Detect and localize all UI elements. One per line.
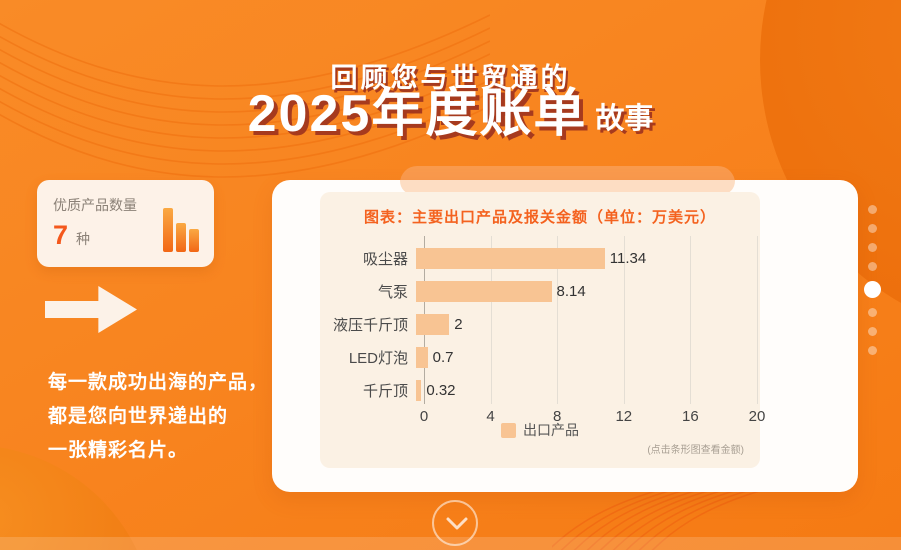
tick-label: 4 — [486, 408, 495, 425]
tagline-line: 每一款成功出海的产品， — [48, 372, 269, 393]
tagline-line: 一张精彩名片。 — [48, 440, 189, 461]
bar-track: 2 — [416, 314, 749, 335]
gridline — [690, 236, 692, 404]
x-axis-ticks: 0 4 8 12 16 20 — [320, 408, 766, 426]
category-label: LED灯泡 — [348, 350, 408, 367]
tick-label: 12 — [615, 408, 633, 425]
chart-row: 千斤顶 0.32 — [320, 374, 760, 407]
stat-value: 7 — [53, 220, 69, 250]
category-label: 吸尘器 — [362, 251, 408, 268]
stat-label: 优质产品数量 — [53, 197, 137, 213]
page-title-main: 2025年度账单 — [247, 85, 588, 143]
pagination-dot[interactable] — [867, 327, 877, 336]
stat-value-row: 7 种 — [53, 220, 90, 251]
pagination-dot[interactable] — [867, 224, 877, 233]
quality-products-stat-card: 优质产品数量 7 种 — [37, 180, 214, 267]
value-label: 8.14 — [556, 283, 586, 300]
chart-row: 液压千斤顶 2 — [320, 308, 760, 341]
gridline — [557, 236, 559, 404]
gridline — [623, 236, 625, 404]
tick-label: 8 — [553, 408, 562, 425]
bar[interactable] — [416, 347, 428, 368]
chart-row: 吸尘器 11.34 — [320, 242, 760, 275]
chart-bars-area: 吸尘器 11.34 气泵 8.14 液压千斤顶 2 LED灯泡 0.7 千斤顶 0.32 — [320, 242, 760, 407]
bar-track: 0.32 — [416, 380, 749, 401]
chart-row: LED灯泡 0.7 — [320, 341, 760, 374]
bar-track: 11.34 — [416, 248, 749, 269]
gridline — [490, 236, 492, 404]
tagline-text: 每一款成功出海的产品， 都是您向世界递出的 一张精彩名片。 — [48, 366, 268, 468]
pagination-dot[interactable] — [867, 308, 877, 317]
slide-pagination — [862, 205, 882, 355]
chart-legend: 出口产品 — [320, 420, 760, 440]
stat-unit: 种 — [76, 231, 91, 247]
chart-row: 气泵 8.14 — [320, 275, 760, 308]
category-label: 千斤顶 — [362, 383, 408, 400]
page-subtitle: 回顾您与世贸通的 — [330, 63, 571, 93]
arrow-right-icon — [45, 286, 137, 333]
page-title-suffix: 故事 — [595, 103, 654, 135]
pagination-dot[interactable] — [867, 205, 877, 214]
chart-panel: 图表：主要出口产品及报关金额（单位：万美元） 吸尘器 11.34 气泵 8.14 液压千… — [320, 192, 766, 468]
bar[interactable] — [416, 248, 605, 269]
category-label: 液压千斤顶 — [332, 317, 408, 334]
bar-chart-icon — [163, 208, 199, 252]
chart-footnote: (点击条形图查看金额) — [647, 445, 744, 456]
tick-label: 16 — [682, 408, 699, 425]
pagination-dot[interactable] — [867, 346, 877, 355]
export-chart-card: 图表：主要出口产品及报关金额（单位：万美元） 吸尘器 11.34 气泵 8.14 液压千… — [272, 180, 858, 492]
category-label: 气泵 — [377, 284, 408, 301]
chevron-down-icon[interactable] — [432, 500, 478, 546]
chart-title: 图表：主要出口产品及报关金额（单位：万美元） — [363, 209, 716, 226]
bar[interactable] — [416, 281, 552, 302]
legend-swatch — [501, 422, 516, 438]
pagination-dot[interactable] — [867, 243, 877, 252]
legend-label: 出口产品 — [523, 422, 579, 438]
page-title: 2025年度账单 故事 — [0, 86, 901, 142]
gridline — [757, 236, 758, 404]
pagination-dot-active[interactable] — [863, 281, 881, 298]
bar[interactable] — [416, 380, 422, 401]
bar-track: 0.7 — [416, 347, 749, 368]
value-label: 0.7 — [432, 349, 454, 366]
value-label: 2 — [454, 316, 463, 333]
value-label: 0.32 — [426, 382, 456, 399]
tagline-line: 都是您向世界递出的 — [48, 406, 229, 427]
bar[interactable] — [416, 314, 450, 335]
pagination-dot[interactable] — [867, 262, 877, 271]
tick-label: 20 — [748, 408, 766, 425]
bar-track: 8.14 — [416, 281, 749, 302]
tick-label: 0 — [419, 408, 429, 425]
card-top-glow — [400, 180, 735, 195]
value-label: 11.34 — [609, 250, 647, 267]
